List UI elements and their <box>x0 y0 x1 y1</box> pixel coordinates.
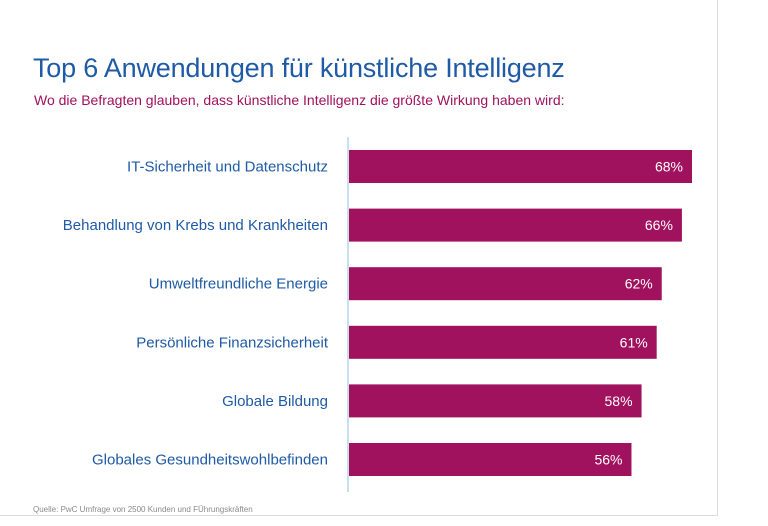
bar <box>349 443 632 476</box>
bar-row: Persönliche Finanzsicherheit 61% <box>136 325 657 359</box>
source-note: Quelle: PwC Umfrage von 2500 Kunden und … <box>33 505 253 514</box>
frame-border-right <box>717 0 718 516</box>
value-label: 56% <box>594 452 622 468</box>
bar <box>349 325 657 359</box>
category-label: Globale Bildung <box>222 393 328 410</box>
bar-row: Behandlung von Krebs und Krankheiten 66% <box>63 208 682 242</box>
value-label: 68% <box>655 159 683 175</box>
chart-title: Top 6 Anwendungen für künstliche Intelli… <box>33 53 565 83</box>
bar-row: Umweltfreundliche Energie 62% <box>149 267 662 301</box>
category-label: IT-Sicherheit und Datenschutz <box>127 159 328 176</box>
category-label: Persönliche Finanzsicherheit <box>136 334 329 351</box>
value-label: 58% <box>605 393 633 409</box>
value-label: 66% <box>645 217 673 233</box>
bar <box>349 208 682 242</box>
bar <box>349 150 692 183</box>
bar <box>349 384 642 418</box>
value-label: 61% <box>620 334 648 350</box>
bar-row: IT-Sicherheit und Datenschutz 68% <box>127 150 692 183</box>
bar-row: Globales Gesundheitswohlbefinden 56% <box>92 443 632 476</box>
frame-border-bottom <box>0 515 718 516</box>
bar-row: Globale Bildung 58% <box>222 384 642 418</box>
category-label: Globales Gesundheitswohlbefinden <box>92 452 328 469</box>
chart-subtitle: Wo die Befragten glauben, dass künstlich… <box>34 92 565 108</box>
category-label: Umweltfreundliche Energie <box>149 276 328 293</box>
value-label: 62% <box>625 276 653 292</box>
category-label: Behandlung von Krebs und Krankheiten <box>63 217 328 234</box>
bar <box>349 267 662 301</box>
